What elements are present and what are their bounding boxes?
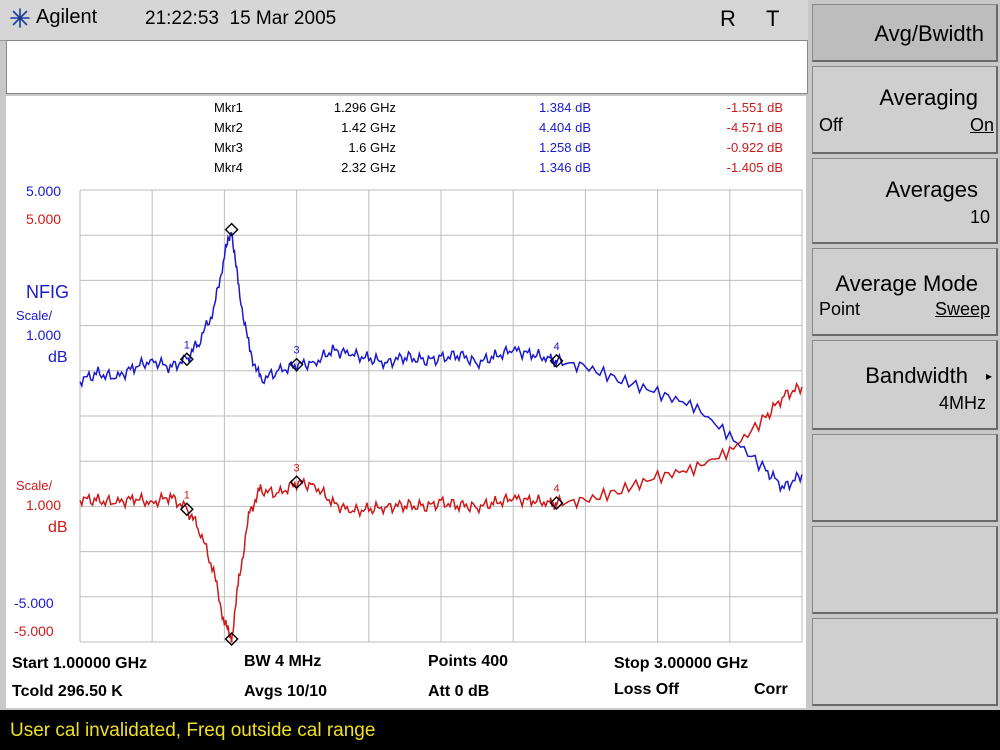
gain-scale-label: Scale/ <box>16 478 53 493</box>
gain-unit: dB <box>48 519 68 536</box>
averaging-softkey[interactable]: Averaging Off On <box>812 66 998 154</box>
marker-diamond-gain <box>289 475 304 490</box>
marker-symbols: 1 1 3 3 4 4 <box>179 222 564 646</box>
nfig-top-value: 5.000 <box>26 183 61 199</box>
marker-table: Mkr1 1.296 GHz 1.384 dB -1.551 dB Mkr2 1.42 G… <box>214 100 783 175</box>
average-mode-softkey[interactable]: Average Mode Point Sweep <box>812 248 998 336</box>
nfig-trace <box>79 231 803 494</box>
marker-gain: -4.571 dB <box>727 120 783 135</box>
averages-softkey[interactable]: Averages 10 <box>812 158 998 244</box>
gain-scale-value: 1.000 <box>26 497 61 513</box>
marker-tag: 1 <box>184 339 190 351</box>
bandwidth-label: Bandwidth <box>865 363 968 388</box>
averages-label: Averages <box>885 177 978 202</box>
bandwidth-value: 4MHz <box>938 393 986 413</box>
nfig-label: NFIG <box>26 282 69 302</box>
marker-diamond-nfig <box>549 353 564 368</box>
blank-softkey-6[interactable] <box>812 434 998 522</box>
marker-diamond-nfig <box>224 222 239 237</box>
menu-title-label: Avg/Bwidth <box>874 21 984 46</box>
marker-diamond-gain <box>224 631 239 646</box>
marker-tag: 4 <box>553 483 559 495</box>
correction-annotation: Corr <box>754 681 788 698</box>
nfig-unit: dB <box>48 349 68 366</box>
marker-tag: 3 <box>294 345 300 357</box>
marker-gain: -1.551 dB <box>727 100 783 115</box>
nfig-gain-chart: Mkr1 1.296 GHz 1.384 dB -1.551 dB Mkr2 1.42 G… <box>12 100 803 700</box>
marker-diamond-nfig <box>179 352 194 367</box>
marker-nfig: 4.404 dB <box>539 120 591 135</box>
averaging-on: On <box>969 115 994 135</box>
nfig-scale-value: 1.000 <box>26 327 61 343</box>
marker-diamond-gain <box>549 496 564 511</box>
marker-tag: 3 <box>294 462 300 474</box>
menu-title: Avg/Bwidth <box>812 4 998 62</box>
loss-annotation: Loss Off <box>614 681 680 698</box>
points-annotation: Points 400 <box>428 653 508 670</box>
entry-area <box>6 40 808 94</box>
marker-name: Mkr4 <box>214 160 243 175</box>
marker-diamond-nfig <box>289 357 304 372</box>
bandwidth-annotation: BW 4 MHz <box>244 653 321 670</box>
average-mode-sweep: Sweep <box>934 299 990 319</box>
gain-bottom-value: -5.000 <box>14 623 54 639</box>
blank-softkey-7[interactable] <box>812 526 998 614</box>
status-message: User cal invalidated, Freq outside cal r… <box>10 720 376 741</box>
attenuation-annotation: Att 0 dB <box>428 683 489 700</box>
marker-gain: -1.405 dB <box>727 160 783 175</box>
start-freq: Start 1.00000 GHz <box>12 655 147 672</box>
remote-indicator: R <box>720 6 736 31</box>
marker-name: Mkr2 <box>214 120 243 135</box>
averages-annotation: Avgs 10/10 <box>244 683 327 700</box>
averages-value: 10 <box>969 207 990 227</box>
nfig-bottom-value: -5.000 <box>14 595 54 611</box>
status-bar: User cal invalidated, Freq outside cal r… <box>0 710 1000 750</box>
averaging-off: Off <box>819 115 843 135</box>
marker-freq: 1.296 GHz <box>334 100 396 115</box>
marker-name: Mkr1 <box>214 100 243 115</box>
averaging-label: Averaging <box>879 85 978 110</box>
marker-tag: 4 <box>553 341 559 353</box>
marker-name: Mkr3 <box>214 140 243 155</box>
blank-softkey-8[interactable] <box>812 618 998 706</box>
submenu-arrow-icon: ▸ <box>985 369 992 383</box>
tcold-annotation: Tcold 296.50 K <box>12 683 123 700</box>
marker-tag: 1 <box>184 489 190 501</box>
title-bar: Agilent 21:22:53 15 Mar 2005 R T <box>0 0 808 41</box>
marker-gain: -0.922 dB <box>727 140 783 155</box>
bandwidth-softkey[interactable]: Bandwidth ▸ 4MHz <box>812 340 998 430</box>
agilent-spark-icon <box>10 7 30 28</box>
marker-freq: 1.6 GHz <box>348 140 396 155</box>
average-mode-label: Average Mode <box>835 271 978 296</box>
datetime: 21:22:53 15 Mar 2005 <box>145 8 337 29</box>
marker-nfig: 1.258 dB <box>539 140 591 155</box>
trigger-indicator: T <box>766 6 780 31</box>
marker-diamond-gain <box>179 502 194 517</box>
marker-nfig: 1.384 dB <box>539 100 591 115</box>
brand-name: Agilent <box>36 6 98 28</box>
nfig-scale-label: Scale/ <box>16 308 53 323</box>
gain-top-value: 5.000 <box>26 211 61 227</box>
marker-nfig: 1.346 dB <box>539 160 591 175</box>
softkey-panel: Avg/Bwidth Averaging Off On Averages 10 … <box>812 0 1000 710</box>
gain-trace <box>79 381 803 643</box>
marker-freq: 2.32 GHz <box>341 160 396 175</box>
average-mode-point: Point <box>819 299 861 319</box>
stop-freq: Stop 3.00000 GHz <box>614 655 748 672</box>
marker-freq: 1.42 GHz <box>341 120 396 135</box>
brand-logo: Agilent <box>10 6 97 29</box>
measurement-display: Mkr1 1.296 GHz 1.384 dB -1.551 dB Mkr2 1.42 G… <box>6 96 806 708</box>
grid <box>79 189 803 643</box>
